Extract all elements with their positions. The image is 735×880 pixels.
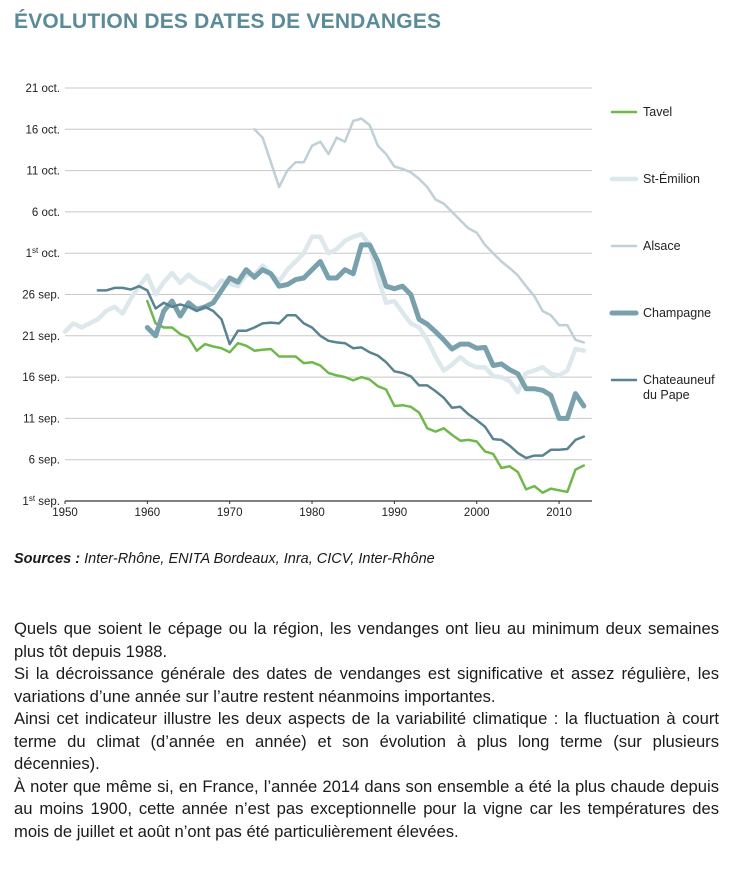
legend: Tavel St-Émilion Alsace Champagne Chateauneu… — [609, 105, 715, 402]
x-tick-label: 1970 — [217, 507, 243, 519]
series-line-tavel — [146, 299, 586, 494]
x-tick-label: 1960 — [135, 507, 161, 519]
y-tick-label: 16 sep. — [22, 372, 60, 384]
series-line-st-milion — [62, 231, 587, 395]
y-tick-label: 26 sep. — [22, 290, 60, 302]
harvest-dates-chart: 1st sep. 6 sep. 11 sep. 16 sep. 21 sep. 26 se… — [22, 83, 715, 519]
y-tick-label: 1st oct. — [26, 246, 60, 260]
chart-title: ÉVOLUTION DES DATES DE VENDANGES — [14, 10, 442, 33]
legend-label: du Pape — [643, 388, 690, 402]
axes: 1st sep. 6 sep. 11 sep. 16 sep. 21 sep. 26 se… — [22, 83, 592, 519]
sources-label: Sources : — [14, 551, 81, 567]
series-line-alsace — [253, 117, 586, 344]
legend-label: Tavel — [643, 105, 672, 119]
x-tick-label: 1950 — [52, 507, 78, 519]
paragraph-2: Si la décroissance générale des dates de… — [14, 664, 719, 706]
y-tick-label: 1st sep. — [22, 494, 60, 508]
paragraph-4: À noter que même si, en France, l’année … — [14, 776, 719, 841]
y-tick-label: 6 sep. — [29, 455, 60, 467]
legend-label: Alsace — [643, 239, 681, 253]
y-tick-label: 11 sep. — [23, 413, 60, 425]
sources-text: Inter-Rhône, ENITA Bordeaux, Inra, CICV,… — [80, 551, 435, 567]
x-tick-label: 1980 — [299, 507, 325, 519]
legend-label: Chateauneuf — [643, 373, 715, 387]
description-text: Quels que soient le cépage ou la région,… — [14, 618, 719, 843]
series-line-champagne — [144, 242, 587, 421]
legend-label: Champagne — [643, 306, 711, 320]
x-tick-label: 2010 — [546, 507, 572, 519]
y-tick-label: 16 oct. — [25, 124, 60, 136]
paragraph-3: Ainsi cet indicateur illustre les deux a… — [14, 709, 719, 773]
y-tick-label: 21 oct. — [25, 83, 60, 95]
y-tick-label: 11 oct. — [26, 166, 60, 178]
x-tick-label: 2000 — [464, 507, 490, 519]
sources-note: Sources : Inter-Rhône, ENITA Bordeaux, I… — [14, 551, 435, 567]
legend-label: St-Émilion — [643, 171, 700, 186]
paragraph-1: Quels que soient le cépage ou la région,… — [14, 619, 719, 661]
x-tick-label: 1990 — [382, 507, 408, 519]
y-tick-label: 21 sep. — [22, 331, 60, 343]
y-tick-label: 6 oct. — [32, 207, 60, 219]
series-lines — [62, 117, 587, 494]
series-line-chateauneuf-du-pape — [96, 284, 586, 460]
